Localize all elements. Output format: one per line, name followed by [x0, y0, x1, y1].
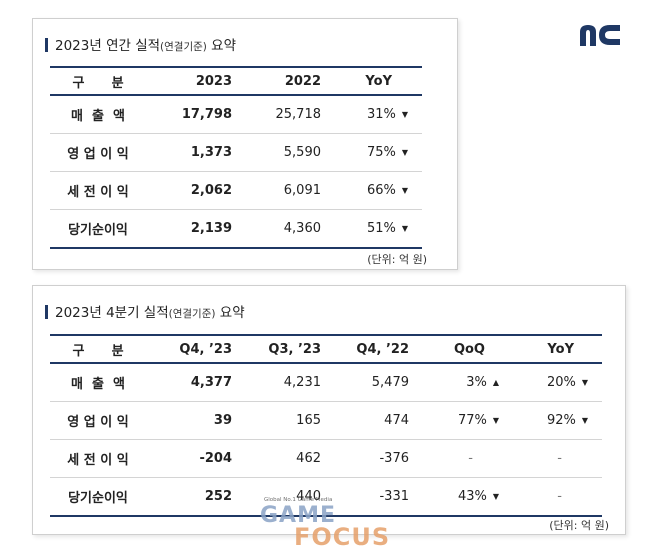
- yoy-value: -: [513, 439, 602, 478]
- down-arrow-icon: ▼: [401, 186, 408, 195]
- up-arrow-icon: ▲: [492, 378, 499, 387]
- down-arrow-icon: ▼: [401, 224, 408, 233]
- value-2022: 5,590: [246, 133, 335, 172]
- quarter-title-main: 2023년 4분기 실적: [55, 305, 169, 321]
- header-category: 구 분: [50, 66, 146, 96]
- down-arrow-icon: ▼: [401, 148, 408, 157]
- qoq-cell: 77% ▼: [423, 401, 513, 440]
- yoy-value: 66%: [366, 183, 396, 198]
- row-label: 당기순이익: [50, 477, 146, 517]
- yoy-value: 51%: [366, 221, 396, 236]
- down-arrow-icon: ▼: [401, 110, 408, 119]
- yoy-value: 92%: [546, 413, 576, 428]
- row-label: 영 업 이 익: [50, 401, 146, 440]
- value-q4-22: -331: [335, 477, 423, 517]
- yoy-value: -: [513, 477, 602, 517]
- header-q4-22: Q4, ’22: [335, 334, 423, 364]
- annual-title-main: 2023년 연간 실적: [55, 38, 161, 54]
- yoy-value: 20%: [546, 375, 576, 390]
- qoq-value: 3%: [466, 375, 487, 390]
- annual-title-basis: (연결기준): [160, 41, 207, 53]
- row-label: 매 출 액: [50, 95, 146, 134]
- nc-logo: [580, 25, 620, 46]
- annual-panel-title: 2023년 연간 실적(연결기준) 요약: [45, 34, 236, 54]
- table-row: 세 전 이 익 2,062 6,091 66% ▼: [50, 171, 422, 210]
- table-row: 세 전 이 익 -204 462 -376 - -: [50, 439, 602, 478]
- yoy-value: 75%: [366, 145, 396, 160]
- value-q4-22: 474: [335, 401, 423, 440]
- annual-results-table: 구 분 2023 2022 YoY 매 출 액 17,798 25,718 31…: [50, 66, 422, 249]
- unit-note: (단위: 억 원): [549, 519, 609, 532]
- quarter-results-table: 구 분 Q4, ’23 Q3, ’23 Q4, ’22 QoQ YoY 매 출 …: [50, 334, 602, 517]
- title-accent-bar: [45, 305, 48, 319]
- unit-note: (단위: 억 원): [367, 253, 427, 266]
- header-2022: 2022: [246, 66, 335, 96]
- annual-title-tail: 요약: [206, 38, 237, 54]
- value-2022: 4,360: [246, 209, 335, 249]
- table-row: 매 출 액 4,377 4,231 5,479 3% ▲ 20% ▼: [50, 363, 602, 402]
- qoq-value: 77%: [457, 413, 487, 428]
- header-category: 구 분: [50, 334, 146, 364]
- value-q3-23: 165: [246, 401, 335, 440]
- header-q3-23: Q3, ’23: [246, 334, 335, 364]
- table-row: 당기순이익 252 440 -331 43% ▼ -: [50, 477, 602, 517]
- row-label: 매 출 액: [50, 363, 146, 402]
- yoy-cell: 75% ▼: [335, 133, 422, 172]
- value-q4-22: -376: [335, 439, 423, 478]
- row-label: 영 업 이 익: [50, 133, 146, 172]
- yoy-cell: 31% ▼: [335, 95, 422, 134]
- qoq-cell: 3% ▲: [423, 363, 513, 402]
- yoy-value: 31%: [366, 107, 396, 122]
- header-q4-23: Q4, ’23: [146, 334, 246, 364]
- row-label: 세 전 이 익: [50, 439, 146, 478]
- qoq-value: 43%: [457, 489, 487, 504]
- value-2023: 2,139: [146, 209, 246, 249]
- header-yoy: YoY: [335, 66, 422, 96]
- table-row: 영 업 이 익 1,373 5,590 75% ▼: [50, 133, 422, 172]
- down-arrow-icon: ▼: [492, 492, 499, 501]
- annual-results-panel: 2023년 연간 실적(연결기준) 요약 구 분 2023 2022 YoY 매…: [32, 18, 458, 270]
- value-q3-23: 4,231: [246, 363, 335, 402]
- yoy-cell: 66% ▼: [335, 171, 422, 210]
- row-label: 당기순이익: [50, 209, 146, 249]
- value-q4-23: 252: [146, 477, 246, 517]
- value-2023: 2,062: [146, 171, 246, 210]
- table-header-row: 구 분 Q4, ’23 Q3, ’23 Q4, ’22 QoQ YoY: [50, 334, 602, 364]
- value-q4-22: 5,479: [335, 363, 423, 402]
- row-label: 세 전 이 익: [50, 171, 146, 210]
- value-2022: 6,091: [246, 171, 335, 210]
- value-q4-23: -204: [146, 439, 246, 478]
- header-yoy: YoY: [513, 334, 602, 364]
- qoq-value: -: [423, 439, 513, 478]
- table-row: 영 업 이 익 39 165 474 77% ▼ 92% ▼: [50, 401, 602, 440]
- qoq-cell: 43% ▼: [423, 477, 513, 517]
- quarter-title-basis: (연결기준): [168, 308, 216, 320]
- value-q3-23: 440: [246, 477, 335, 517]
- yoy-cell: 20% ▼: [513, 363, 602, 402]
- table-row: 매 출 액 17,798 25,718 31% ▼: [50, 95, 422, 134]
- quarter-panel-title: 2023년 4분기 실적(연결기준) 요약: [45, 301, 245, 321]
- table-row: 당기순이익 2,139 4,360 51% ▼: [50, 209, 422, 249]
- down-arrow-icon: ▼: [581, 378, 588, 387]
- down-arrow-icon: ▼: [492, 416, 499, 425]
- table-header-row: 구 분 2023 2022 YoY: [50, 66, 422, 96]
- header-2023: 2023: [146, 66, 246, 96]
- quarter-results-panel: 2023년 4분기 실적(연결기준) 요약 구 분 Q4, ’23 Q3, ’2…: [32, 285, 626, 535]
- value-q4-23: 4,377: [146, 363, 246, 402]
- header-qoq: QoQ: [423, 334, 513, 364]
- value-q4-23: 39: [146, 401, 246, 440]
- value-2023: 17,798: [146, 95, 246, 134]
- down-arrow-icon: ▼: [581, 416, 588, 425]
- yoy-cell: 51% ▼: [335, 209, 422, 249]
- value-q3-23: 462: [246, 439, 335, 478]
- title-accent-bar: [45, 38, 48, 52]
- value-2022: 25,718: [246, 95, 335, 134]
- quarter-title-tail: 요약: [215, 305, 245, 321]
- yoy-cell: 92% ▼: [513, 401, 602, 440]
- value-2023: 1,373: [146, 133, 246, 172]
